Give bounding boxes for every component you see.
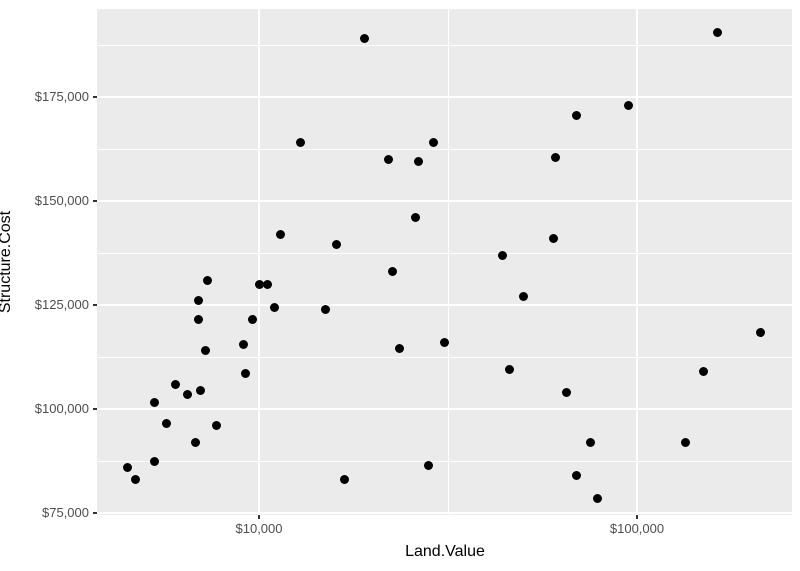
x-tick-mark (636, 515, 638, 519)
y-minor-gridline (97, 252, 792, 254)
data-point (200, 346, 210, 356)
x-tick-mark (258, 515, 260, 519)
x-tick-label: $10,000 (235, 521, 283, 536)
data-point (586, 437, 596, 447)
y-major-gridline (97, 200, 792, 202)
data-point (239, 340, 249, 350)
data-point (699, 367, 709, 377)
y-tick-label: $100,000 (34, 401, 89, 416)
data-point (262, 279, 272, 289)
data-point (339, 475, 349, 485)
y-tick-label: $150,000 (34, 193, 89, 208)
y-tick-mark (93, 96, 97, 98)
data-point (276, 229, 285, 239)
y-minor-gridline (97, 44, 792, 46)
y-tick-label: $125,000 (34, 297, 89, 312)
y-tick-mark (93, 200, 97, 202)
y-major-gridline (97, 408, 792, 410)
data-point (123, 462, 133, 472)
y-minor-gridline (97, 148, 792, 150)
data-point (331, 240, 341, 250)
y-major-gridline (97, 304, 792, 306)
data-point (211, 421, 221, 431)
data-point (383, 154, 393, 164)
y-tick-mark (93, 512, 97, 514)
data-point (170, 379, 180, 389)
y-major-gridline (97, 96, 792, 98)
y-tick-mark (93, 304, 97, 306)
data-point (592, 493, 602, 503)
data-point (571, 471, 581, 481)
data-point (394, 344, 404, 354)
data-point (202, 275, 212, 285)
y-minor-gridline (97, 460, 792, 462)
x-minor-gridline (447, 9, 449, 515)
data-point (440, 337, 450, 347)
data-point (321, 304, 331, 314)
data-point (296, 138, 306, 148)
data-point (247, 315, 257, 325)
data-point (193, 315, 203, 325)
data-point (561, 387, 571, 397)
x-major-gridline (258, 9, 260, 515)
y-major-gridline (97, 512, 792, 514)
y-minor-gridline (97, 356, 792, 358)
x-tick-label: $100,000 (609, 521, 665, 536)
data-point (505, 364, 515, 374)
data-point (548, 233, 558, 243)
data-point (150, 456, 160, 466)
data-point (518, 292, 528, 302)
data-point (712, 28, 722, 38)
data-point (150, 398, 160, 408)
y-tick-label: $75,000 (42, 505, 89, 520)
data-point (270, 302, 280, 312)
x-axis-title: Land.Value (405, 543, 485, 560)
data-point (680, 437, 690, 447)
data-point (497, 250, 507, 260)
data-point (182, 389, 192, 399)
plot-panel (97, 9, 792, 515)
data-point (571, 111, 581, 121)
y-tick-label: $175,000 (34, 89, 89, 104)
data-point (240, 369, 250, 379)
data-point (411, 213, 421, 223)
y-tick-mark (93, 408, 97, 410)
data-point (755, 327, 765, 337)
data-point (193, 296, 203, 306)
data-point (387, 267, 397, 277)
data-point (359, 34, 369, 44)
data-point (162, 419, 172, 429)
y-axis-title: Structure.Cost (0, 210, 14, 314)
data-point (130, 475, 140, 485)
data-point (551, 152, 561, 162)
data-point (423, 460, 433, 470)
data-point (254, 279, 264, 289)
data-point (624, 100, 634, 110)
x-major-gridline (636, 9, 638, 515)
data-point (414, 156, 424, 166)
data-point (429, 138, 439, 148)
data-point (195, 385, 205, 395)
data-point (191, 437, 201, 447)
